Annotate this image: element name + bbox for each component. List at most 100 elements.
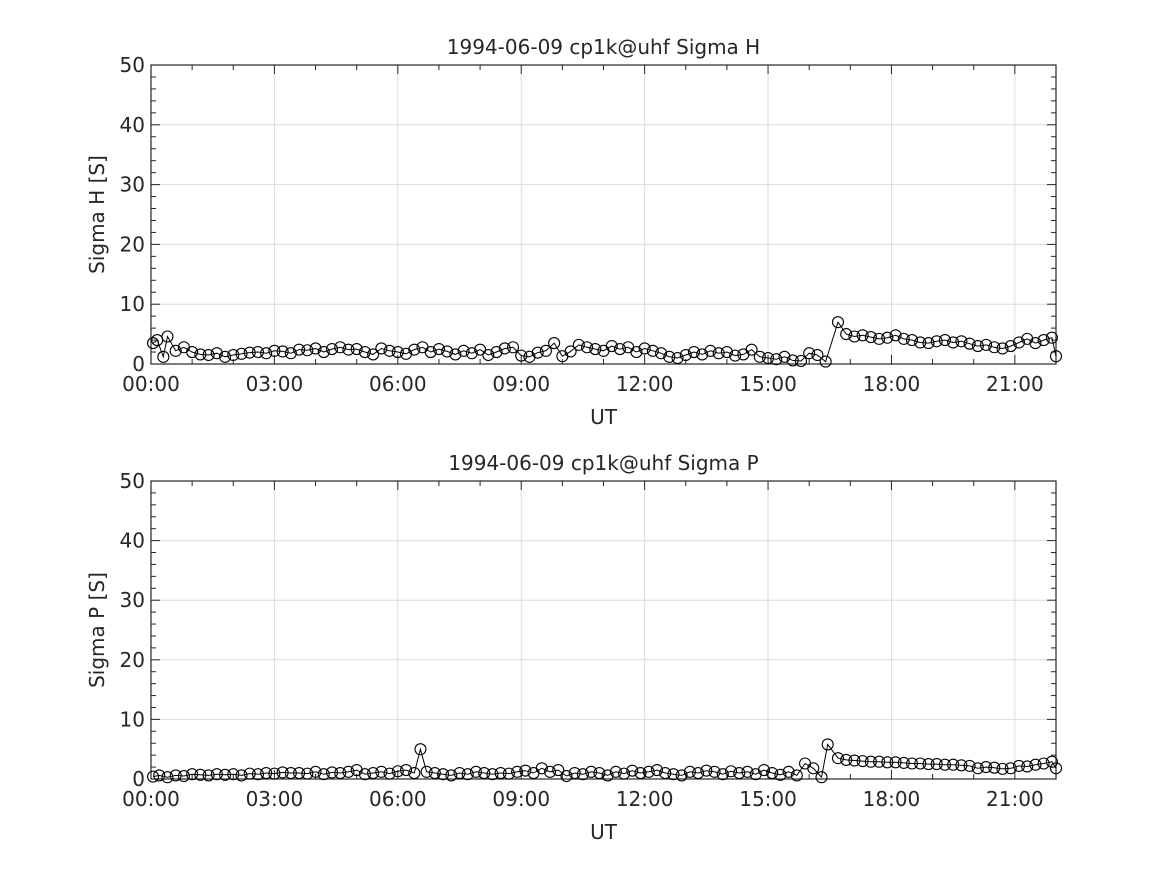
data-point: [399, 764, 413, 777]
data-point: [864, 331, 877, 344]
y-tick-label: 50: [120, 469, 145, 493]
data-point: [692, 766, 705, 780]
data-point: [334, 766, 347, 780]
data-point: [227, 768, 240, 781]
data-point: [428, 766, 441, 780]
data-point: [420, 765, 433, 778]
data-point: [1049, 762, 1063, 775]
data-point: [153, 769, 166, 782]
x-tick-label: 03:00: [246, 372, 304, 396]
data-point: [815, 771, 828, 784]
data-point: [358, 768, 371, 781]
data-point: [782, 765, 795, 778]
x-tick-label: 09:00: [492, 372, 550, 396]
data-point: [753, 350, 766, 363]
data-point: [342, 765, 355, 778]
sigma-p-panel: 00:00 03:00 06:00 09:00 12:00 15:00 18:00 21:00…: [85, 451, 1063, 844]
data-point: [519, 764, 532, 777]
y-tick-label: 40: [120, 113, 145, 137]
data-point: [218, 350, 232, 363]
data-point: [576, 768, 589, 781]
axes-frame: [150, 64, 1057, 365]
data-point: [531, 346, 544, 359]
data-point: [642, 765, 655, 778]
data-point: [1012, 759, 1026, 772]
data-point: [971, 762, 984, 775]
data-point: [646, 344, 659, 357]
data-point: [515, 349, 528, 362]
data-point: [301, 767, 314, 780]
data-point: [848, 330, 861, 343]
data-point: [905, 334, 919, 347]
data-point: [613, 342, 627, 356]
data-point: [375, 342, 388, 355]
data-point: [679, 348, 692, 362]
data-point: [905, 757, 919, 770]
data-point: [671, 351, 684, 365]
data-point: [552, 764, 565, 777]
data-point: [700, 764, 713, 777]
y-tick-label: 0: [132, 767, 145, 791]
y-axis-label: Sigma P [S]: [85, 572, 109, 688]
x-tick-label: 00:00: [122, 372, 180, 396]
data-point: [712, 347, 725, 360]
data-point: [914, 757, 927, 770]
data-point: [506, 341, 520, 354]
data-point: [511, 765, 524, 778]
data-point: [807, 762, 820, 775]
data-point: [432, 342, 446, 356]
data-point: [741, 765, 754, 778]
data-point: [1004, 340, 1017, 353]
data-point: [383, 767, 396, 780]
y-tick-label: 20: [120, 648, 145, 672]
data-point: [794, 354, 808, 368]
data-point: [659, 766, 672, 780]
data-point: [284, 766, 297, 780]
data-point: [194, 348, 207, 361]
data-point: [227, 348, 240, 362]
data-point: [589, 342, 602, 356]
data-point: [790, 769, 803, 782]
x-tick-label: 00:00: [122, 787, 180, 811]
data-point: [988, 761, 1001, 774]
data-point: [601, 769, 614, 782]
data-point: [1021, 760, 1034, 773]
data-point: [202, 348, 215, 362]
data-point: [243, 767, 256, 780]
data-point: [325, 342, 339, 356]
x-tick-label: 18:00: [863, 787, 921, 811]
data-point: [210, 768, 223, 781]
data-point: [864, 755, 877, 768]
data-point: [383, 344, 396, 357]
data-point: [560, 769, 573, 783]
data-point: [955, 335, 968, 348]
data-point: [585, 765, 598, 778]
data-point: [445, 769, 458, 782]
data-point: [367, 766, 380, 780]
x-tick-label: 09:00: [492, 787, 550, 811]
data-point: [840, 753, 853, 766]
data-point: [350, 342, 363, 356]
data-point: [367, 348, 380, 361]
data-point: [502, 767, 515, 780]
data-point: [535, 762, 548, 775]
data-point: [947, 758, 960, 771]
axes-frame: [150, 480, 1057, 780]
data-point: [988, 341, 1001, 354]
data-point: [147, 337, 160, 350]
sigma-h-panel: 00:00 03:00 06:00 09:00 12:00 15:00 18:00 21:00…: [85, 35, 1063, 429]
data-point: [147, 770, 160, 783]
data-point: [683, 765, 696, 778]
data-point: [778, 350, 791, 363]
y-tick-label: 0: [132, 352, 145, 376]
data-point: [831, 752, 845, 765]
x-tick-label: 03:00: [246, 787, 304, 811]
data-point: [687, 345, 701, 359]
series-line: [152, 320, 1057, 363]
data-point: [564, 345, 577, 358]
data-point: [309, 765, 322, 778]
data-point: [1037, 334, 1050, 347]
data-point: [626, 764, 639, 777]
data-point: [593, 766, 606, 780]
data-point: [276, 766, 289, 779]
